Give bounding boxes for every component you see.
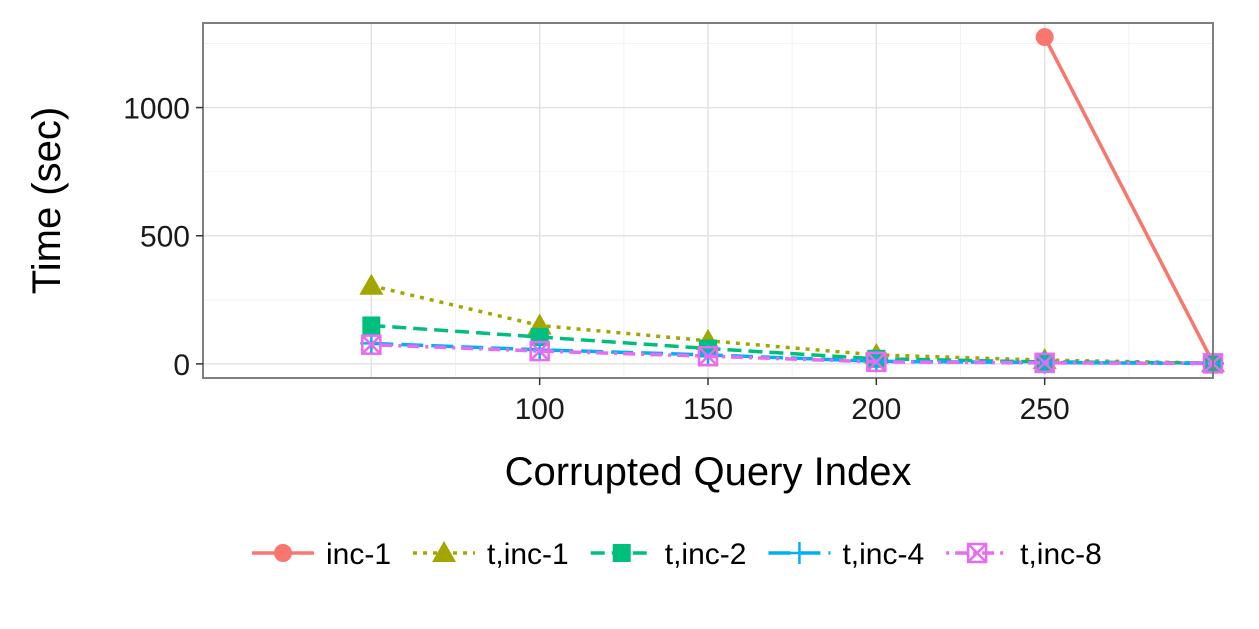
legend-key-marker bbox=[432, 541, 457, 562]
y-tick-label: 1000 bbox=[123, 93, 190, 126]
legend-label: inc-1 bbox=[326, 538, 391, 571]
x-tick-label: 150 bbox=[683, 393, 733, 426]
marker-shape bbox=[1035, 28, 1054, 47]
data-point bbox=[361, 334, 382, 355]
series-line bbox=[1043, 36, 1215, 364]
legend-key-marker bbox=[788, 542, 811, 564]
marker-shape bbox=[967, 543, 988, 563]
legend-item: t,inc-8 bbox=[946, 538, 1102, 571]
series-line bbox=[371, 342, 1214, 366]
y-tick-label: 500 bbox=[140, 221, 190, 254]
data-point bbox=[529, 340, 550, 362]
legend-item: t,inc-1 bbox=[413, 538, 569, 571]
legend-item: t,inc-4 bbox=[768, 538, 924, 571]
y-axis-title: Time (sec) bbox=[25, 107, 69, 294]
marker-shape bbox=[1034, 352, 1055, 374]
legend-key-marker bbox=[966, 542, 988, 564]
legend-item: inc-1 bbox=[252, 538, 391, 571]
y-tick-label: 0 bbox=[173, 349, 190, 382]
legend-label: t,inc-1 bbox=[487, 538, 569, 571]
marker-shape bbox=[361, 334, 382, 355]
legend-label: t,inc-8 bbox=[1020, 538, 1102, 571]
data-point bbox=[866, 351, 887, 373]
marker-shape bbox=[359, 273, 384, 295]
marker-shape bbox=[866, 351, 887, 372]
grid-major bbox=[203, 23, 1214, 378]
marker-shape bbox=[966, 542, 988, 564]
marker-shape bbox=[866, 351, 887, 373]
legend-label: t,inc-2 bbox=[665, 538, 747, 571]
marker-shape bbox=[529, 341, 550, 361]
legend: inc-1 t,inc-1 t,inc-2 t,inc-4 t,inc-8 bbox=[252, 538, 1102, 571]
data-point bbox=[1035, 28, 1054, 47]
legend-item: t,inc-2 bbox=[590, 538, 747, 571]
marker-shape bbox=[1034, 352, 1055, 373]
marker-shape bbox=[432, 541, 457, 562]
x-tick-label: 100 bbox=[515, 393, 565, 426]
axis-ticks: 100 150 200 250 0 500 1000 bbox=[123, 93, 1069, 426]
data-point bbox=[1034, 352, 1055, 374]
data-point bbox=[362, 316, 381, 335]
x-tick-label: 250 bbox=[1020, 393, 1070, 426]
legend-label: t,inc-4 bbox=[842, 538, 924, 571]
series-layer bbox=[359, 28, 1225, 375]
marker-shape bbox=[361, 334, 382, 355]
x-tick-label: 200 bbox=[851, 393, 901, 426]
marker-shape bbox=[362, 316, 381, 335]
data-point bbox=[359, 273, 384, 295]
marker-shape bbox=[612, 544, 631, 562]
marker-shape bbox=[274, 544, 292, 562]
data-point bbox=[697, 345, 719, 367]
legend-key-marker bbox=[612, 544, 631, 562]
marker-shape bbox=[529, 340, 550, 362]
x-axis-title: Corrupted Query Index bbox=[505, 450, 912, 494]
marker-shape bbox=[697, 345, 719, 367]
series-t-inc-8 bbox=[361, 334, 1224, 374]
legend-key-marker bbox=[274, 544, 292, 562]
marker-shape bbox=[698, 346, 718, 367]
